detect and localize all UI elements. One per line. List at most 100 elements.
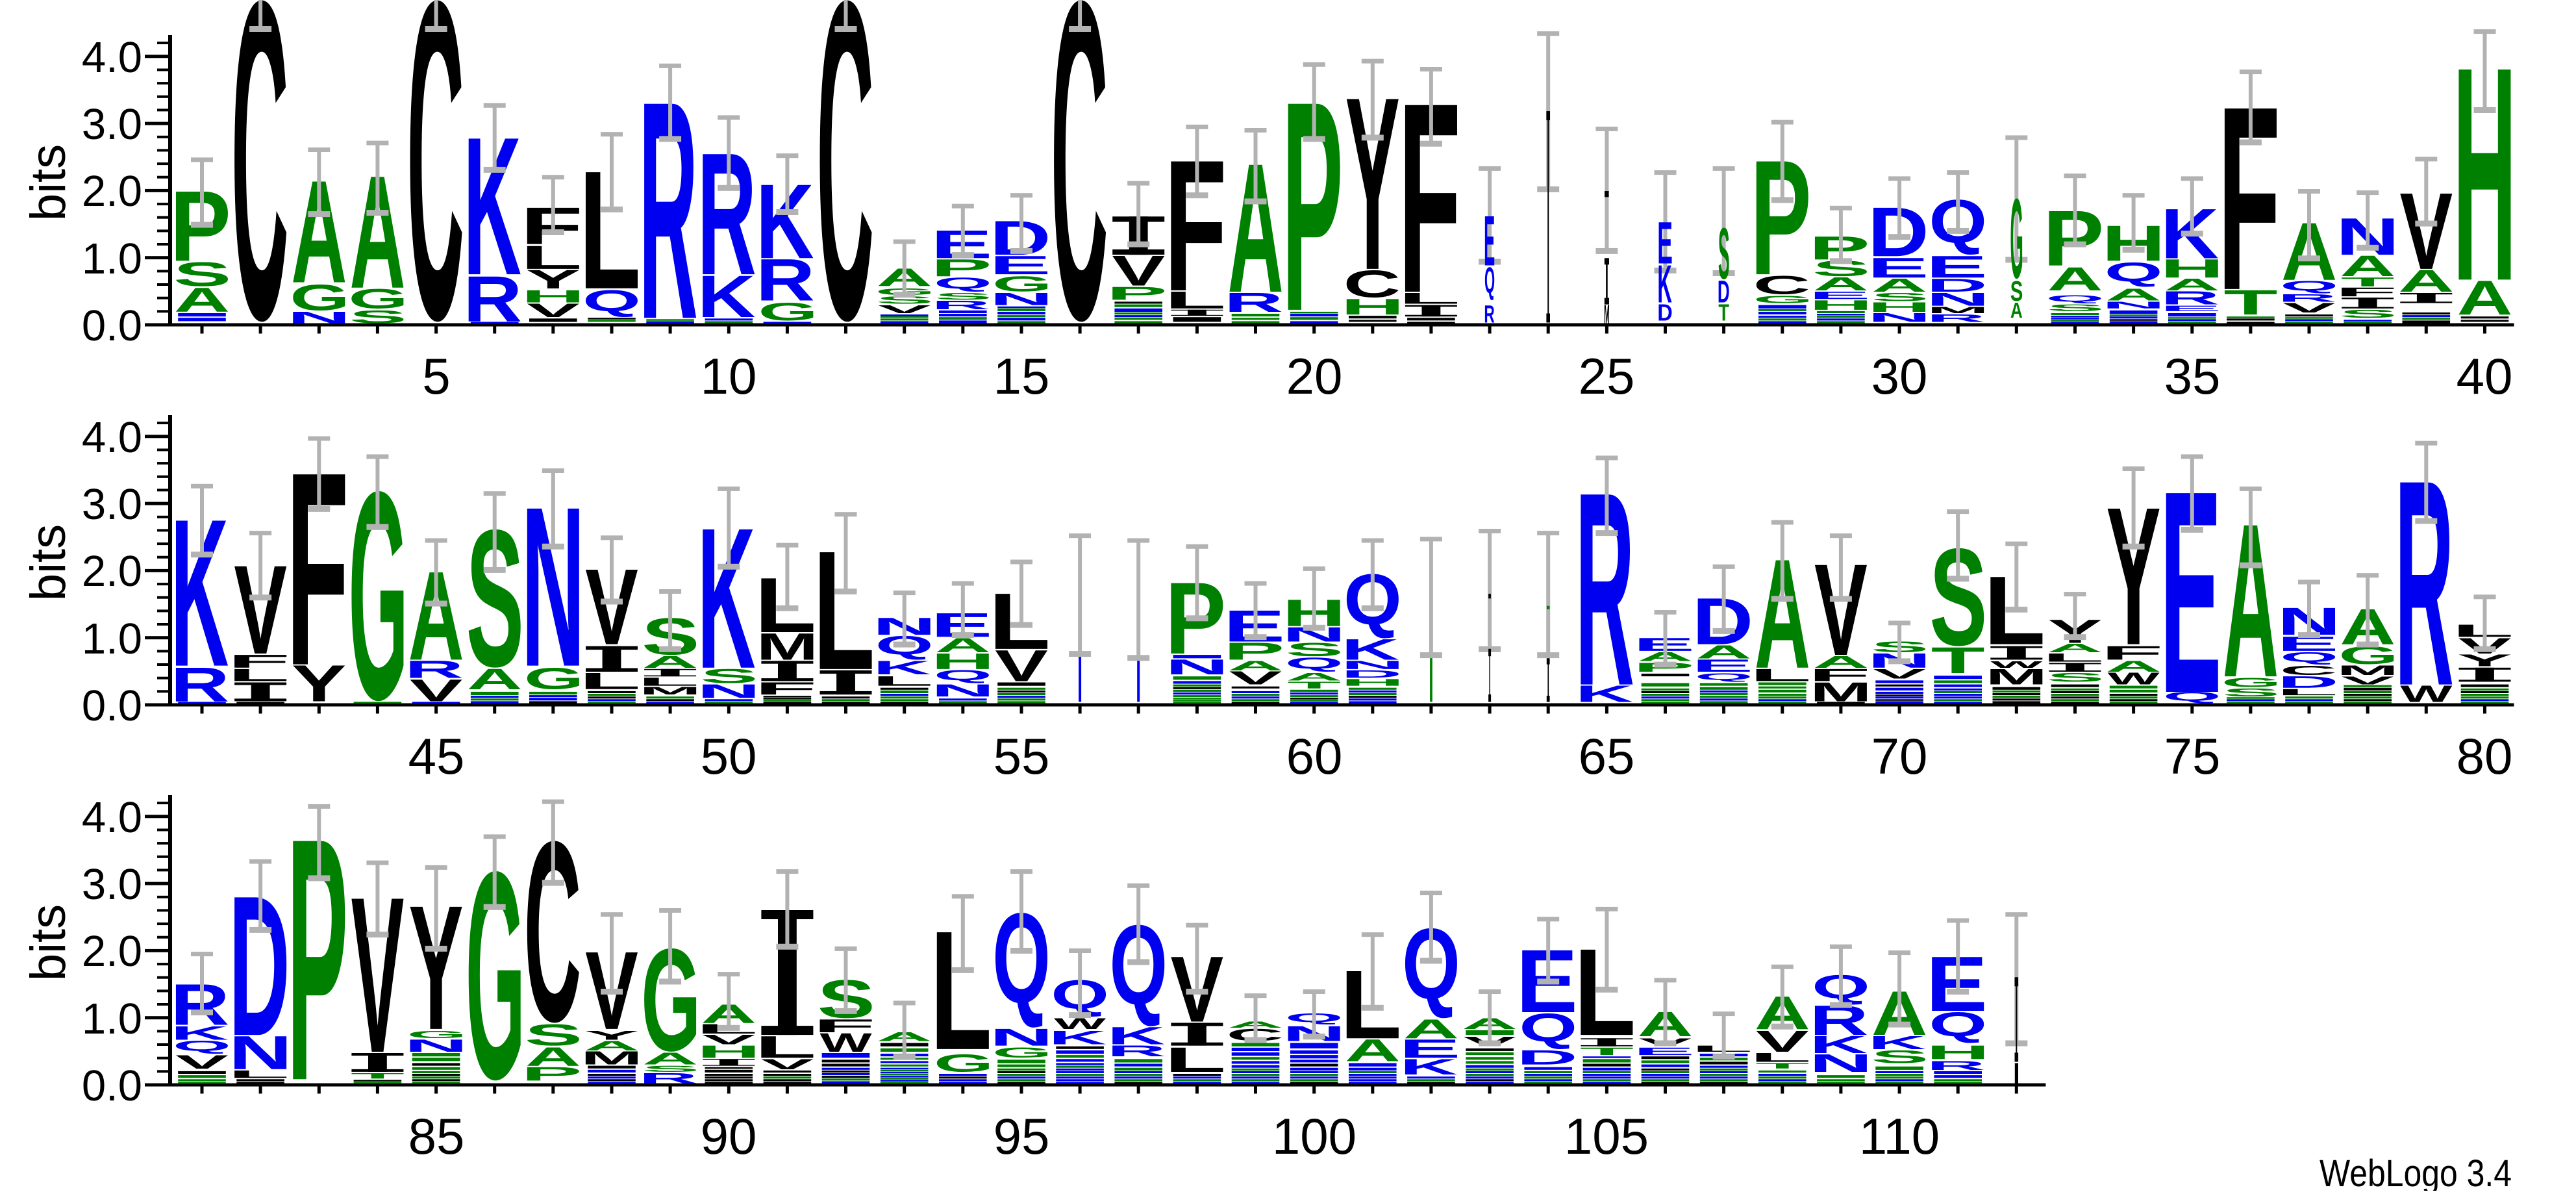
svg-text:L: L: [1164, 1040, 1226, 1080]
svg-text:D: D: [1718, 275, 1730, 309]
svg-text:95: 95: [994, 1108, 1050, 1165]
svg-text:S: S: [1718, 214, 1730, 295]
svg-text:L: L: [1164, 286, 1226, 314]
svg-text:L: L: [638, 675, 699, 688]
svg-text:T: T: [2341, 275, 2395, 289]
svg-text:C: C: [1344, 262, 1401, 305]
svg-text:N: N: [404, 1035, 468, 1055]
svg-text:G: G: [992, 272, 1052, 296]
svg-text:90: 90: [701, 1108, 757, 1165]
svg-text:V: V: [1112, 247, 1165, 295]
svg-text:N: N: [1341, 658, 1405, 671]
svg-text:bits: bits: [21, 904, 76, 981]
svg-text:V: V: [761, 1056, 814, 1072]
svg-text:K: K: [873, 657, 931, 679]
svg-text:Y: Y: [292, 655, 346, 712]
svg-text:100: 100: [1272, 1108, 1357, 1165]
svg-text:Q: Q: [2163, 689, 2221, 704]
svg-text:K: K: [697, 264, 755, 331]
svg-text:3.0: 3.0: [82, 100, 142, 149]
svg-text:L: L: [520, 239, 582, 276]
svg-text:N: N: [1809, 1049, 1873, 1078]
svg-text:T: T: [1287, 680, 1341, 691]
svg-text:L: L: [579, 668, 641, 694]
svg-text:C: C: [2280, 663, 2337, 678]
svg-text:F: F: [2101, 642, 2163, 664]
svg-text:N: N: [990, 289, 1053, 309]
svg-text:D: D: [1516, 1046, 1577, 1069]
svg-text:0.0: 0.0: [82, 301, 142, 350]
svg-text:S: S: [700, 665, 758, 687]
svg-text:G: G: [524, 661, 584, 695]
svg-text:V: V: [1756, 1024, 1809, 1058]
svg-text:K: K: [463, 96, 521, 316]
svg-text:5: 5: [422, 348, 450, 405]
svg-text:E: E: [1657, 210, 1673, 277]
svg-text:K: K: [171, 1022, 229, 1044]
svg-text:D: D: [1341, 668, 1402, 680]
svg-text:R: R: [171, 657, 230, 711]
svg-text:L: L: [228, 665, 290, 685]
svg-text:110: 110: [1859, 1108, 1940, 1165]
svg-text:R: R: [639, 1070, 698, 1086]
svg-text:N: N: [1165, 655, 1229, 679]
svg-text:H: H: [931, 649, 995, 674]
svg-text:M: M: [757, 626, 818, 668]
svg-text:K: K: [697, 486, 755, 710]
svg-text:70: 70: [1871, 728, 1928, 785]
svg-text:M: M: [1604, 300, 1610, 329]
svg-text:V: V: [1873, 666, 1926, 681]
svg-text:4.0: 4.0: [82, 793, 142, 842]
svg-text:K: K: [1868, 1032, 1927, 1053]
svg-text:Q: Q: [2280, 650, 2338, 665]
svg-text:Y: Y: [526, 264, 581, 294]
svg-text:WebLogo 3.4: WebLogo 3.4: [2320, 1152, 2512, 1191]
svg-text:R: R: [463, 262, 522, 335]
svg-text:S: S: [2047, 303, 2105, 313]
svg-text:K: K: [1810, 1031, 1868, 1058]
svg-text:V: V: [995, 641, 1048, 691]
svg-text:1.0: 1.0: [82, 995, 142, 1043]
svg-text:A: A: [1345, 1034, 1401, 1068]
svg-text:35: 35: [2164, 348, 2221, 405]
svg-text:N: N: [229, 1026, 292, 1080]
svg-text:V: V: [1229, 668, 1282, 689]
svg-text:A: A: [2398, 264, 2454, 298]
svg-text:H: H: [521, 286, 585, 306]
svg-text:3.0: 3.0: [82, 480, 142, 529]
svg-text:A: A: [467, 663, 523, 695]
svg-text:H: H: [697, 1042, 760, 1061]
svg-text:S: S: [2222, 686, 2280, 698]
svg-text:F: F: [228, 651, 290, 672]
svg-text:Q: Q: [2105, 258, 2163, 288]
svg-text:15: 15: [994, 348, 1050, 405]
svg-text:T: T: [1580, 1045, 1634, 1058]
svg-text:G: G: [349, 283, 408, 314]
svg-text:V: V: [410, 673, 463, 708]
svg-text:0.0: 0.0: [82, 1061, 142, 1110]
svg-text:L: L: [755, 1030, 816, 1064]
svg-text:W: W: [2108, 670, 2160, 688]
svg-text:C: C: [817, 0, 874, 414]
svg-text:S: S: [525, 1018, 582, 1052]
svg-text:H: H: [1926, 1041, 1990, 1063]
svg-text:A: A: [2340, 250, 2395, 283]
svg-text:N: N: [1868, 311, 1931, 325]
svg-text:10: 10: [701, 348, 757, 405]
svg-text:2.0: 2.0: [82, 927, 142, 976]
svg-text:S: S: [934, 291, 992, 301]
svg-text:A: A: [1403, 1013, 1459, 1044]
svg-text:bits: bits: [21, 524, 76, 601]
svg-text:R: R: [756, 247, 815, 313]
svg-text:40: 40: [2457, 348, 2513, 405]
svg-text:F: F: [2335, 285, 2397, 299]
svg-text:Y: Y: [2457, 652, 2512, 670]
svg-text:E: E: [1484, 201, 1495, 281]
svg-text:50: 50: [701, 728, 757, 785]
svg-text:Q: Q: [582, 285, 641, 318]
svg-text:S: S: [1871, 291, 1929, 303]
svg-text:M: M: [581, 1048, 642, 1069]
svg-text:V: V: [527, 299, 580, 322]
svg-text:H: H: [1868, 299, 1931, 315]
svg-text:H: H: [1341, 677, 1405, 688]
